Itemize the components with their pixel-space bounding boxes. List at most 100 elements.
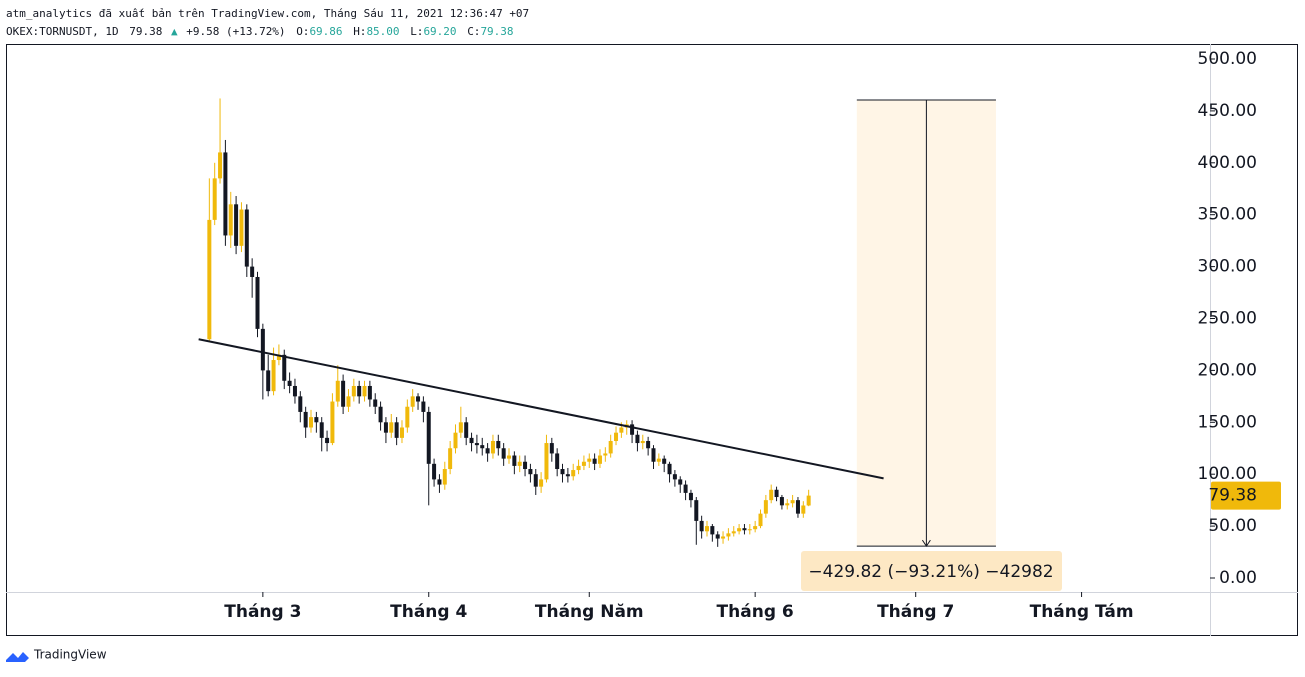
candle-body [758, 513, 763, 527]
candle-body [480, 445, 485, 449]
header-info: OKEX:TORNUSDT, 1D 79.38 ▲ +9.58 (+13.72%… [6, 25, 514, 38]
candle-body [656, 458, 661, 462]
candle-body [378, 406, 383, 423]
y-tick-label: 100.00 [1198, 464, 1257, 484]
candle-body [223, 152, 228, 236]
candle-body [710, 526, 715, 535]
candle-body [453, 432, 458, 449]
candle-body [292, 385, 297, 397]
candle-body [672, 474, 677, 480]
candle-body [651, 448, 656, 462]
candle-body [394, 422, 399, 438]
measure-label-bg [801, 551, 1062, 591]
candle-body [325, 437, 330, 444]
candle-body [448, 448, 453, 470]
y-tick-label: 400.00 [1198, 153, 1257, 173]
candle-body [737, 528, 742, 532]
candle-body [341, 380, 346, 407]
candle-body [592, 458, 597, 464]
candle-body [694, 500, 699, 521]
candle-body [228, 204, 233, 236]
candle-body [699, 520, 704, 532]
candle-body [373, 399, 378, 407]
candle-body [603, 453, 608, 456]
change: +9.58 (+13.72%) [186, 25, 285, 38]
candle-body [533, 474, 538, 487]
candle-body [212, 178, 217, 220]
c-label: C: [467, 25, 480, 38]
header-line: atm_analytics đã xuất bản trên TradingVi… [6, 7, 529, 20]
arrow-head [921, 539, 931, 548]
h-label: H: [353, 25, 366, 38]
candle-body [351, 385, 356, 397]
candle-body [464, 422, 469, 438]
candle-body [726, 533, 731, 537]
y-tick-label: 450.00 [1198, 101, 1257, 121]
candle-body [357, 385, 362, 397]
candle-body [266, 370, 271, 392]
candle-body [523, 461, 528, 470]
candle-body [753, 526, 758, 530]
candle-body [662, 458, 667, 464]
candle-body [667, 463, 672, 475]
candle-body [571, 470, 576, 477]
candle-body [501, 448, 506, 459]
candle-body [437, 479, 442, 485]
candle-body [260, 328, 265, 371]
candle-body [528, 469, 533, 475]
candle-body [271, 360, 276, 392]
candle-body [287, 380, 292, 386]
candle-body [405, 406, 410, 428]
candle-body [565, 474, 570, 477]
candle-body [282, 354, 287, 381]
candle-body [362, 385, 367, 397]
candle-body [597, 455, 602, 464]
last-price: 79.38 [129, 25, 162, 38]
l-value: 69.20 [423, 25, 456, 38]
candle-body [276, 354, 281, 361]
candle-body [469, 437, 474, 444]
candle-body [410, 396, 415, 407]
candle-body [640, 440, 645, 444]
up-arrow: ▲ [171, 25, 178, 38]
candle-body [255, 276, 260, 329]
candle-body [367, 385, 372, 400]
x-tick-label: Tháng Năm [535, 602, 644, 622]
candle-body [507, 455, 512, 459]
candle-body [635, 434, 640, 444]
x-tick-label: Tháng 3 [224, 602, 301, 622]
candle-body [330, 401, 335, 444]
c-value: 79.38 [480, 25, 513, 38]
y-tick-label: 0.00 [1219, 568, 1257, 588]
candle-body [442, 469, 447, 485]
candle-body [774, 489, 779, 498]
x-tick-label: Tháng 6 [717, 602, 794, 622]
candle-body [769, 489, 774, 501]
candle-body [244, 209, 249, 267]
y-tick-label: 500.00 [1198, 49, 1257, 69]
candle-body [790, 500, 795, 504]
candle-body [517, 461, 522, 466]
y-tick-label: 300.00 [1198, 257, 1257, 277]
x-tick-label: Tháng Tám [1030, 602, 1134, 622]
candle-body [742, 528, 747, 531]
candle-body [795, 500, 800, 514]
symbol: OKEX:TORNUSDT, 1D [6, 25, 119, 38]
price-label-bg [1211, 481, 1281, 510]
candle-body [731, 531, 736, 534]
y-tick-label: 250.00 [1198, 309, 1257, 329]
candle-body [608, 440, 613, 454]
candle-body [715, 534, 720, 539]
candle-body [474, 443, 479, 446]
candle-body [421, 401, 426, 412]
candle-body [544, 443, 549, 480]
logo-text: TradingView [33, 648, 107, 662]
candle-body [678, 479, 683, 485]
candle-body [555, 453, 560, 470]
candle-body [683, 484, 688, 493]
candle-body [721, 536, 726, 539]
candle-body [399, 427, 404, 438]
y-tick-label: 200.00 [1198, 360, 1257, 380]
logo: TradingView [6, 648, 107, 662]
